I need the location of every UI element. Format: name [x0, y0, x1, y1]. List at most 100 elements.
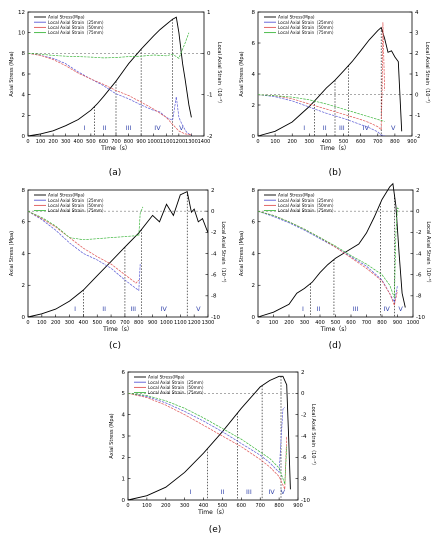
x-tick-label: 600 [346, 320, 356, 326]
y2-tick-label: -10 [301, 498, 310, 504]
y-tick-label: 2 [22, 283, 26, 289]
chart-panel-3: 0 100 200 300 400 500 600 700 800 900 1000 1100 1200… [9, 188, 226, 351]
x-tick-label: 700 [111, 139, 121, 145]
series-line-strain-1 [27, 210, 141, 292]
y2-tick-label: -8 [301, 476, 307, 482]
legend-entry: Local Axial Strain（25mm） [148, 380, 206, 385]
x-tick-label: 300 [305, 139, 315, 145]
series-line-strain-2 [257, 210, 398, 307]
y2-tick-label: 4 [415, 10, 419, 16]
series-line-axial-stress [27, 190, 209, 318]
y-tick-label: 1 [122, 476, 126, 482]
y-tick-label: 0 [22, 134, 26, 140]
chart-panel-1: 0 100 200 300 400 500 600 700 800 900 1000 1100 1200… [9, 10, 222, 178]
y2-tick-label: -1 [207, 92, 212, 98]
legend-entry: Local Axial Strain（50mm） [48, 25, 106, 30]
y2-tick-label: 2 [415, 51, 419, 57]
x-tick-label: 800 [124, 139, 134, 145]
stage-label: III [339, 124, 345, 132]
stage-label: II [323, 124, 327, 132]
stage-label: V [179, 124, 184, 132]
series-line-strain-1 [257, 94, 385, 136]
stage-label: IV [383, 305, 390, 313]
y2-tick-label: -4 [211, 251, 217, 257]
stage-label: III [246, 488, 252, 496]
legend-entry: Local Axial Strain（75mm） [278, 30, 336, 35]
x-tick-label: 600 [356, 139, 366, 145]
legend-entry: Local Axial Strain（75mm） [48, 208, 106, 213]
y-axis-label: Axial Stress (Mpa) [239, 231, 245, 276]
y2-tick-label: -2 [301, 412, 306, 418]
y-tick-label: 8 [22, 51, 26, 57]
panel-caption: (e) [209, 525, 222, 535]
stage-label: I [74, 305, 76, 313]
y-tick-label: 8 [252, 10, 256, 16]
x-tick-label: 900 [407, 139, 417, 145]
x-tick-label: 300 [61, 139, 71, 145]
y2-tick-label: 1 [415, 72, 419, 78]
y2-axis-label: Local Axial Strain（10⁻³） [425, 221, 431, 285]
stage-label: III [126, 124, 132, 132]
x-tick-label: 800 [390, 139, 400, 145]
x-tick-label: 600 [237, 503, 247, 509]
y2-tick-label: -8 [416, 294, 422, 300]
y-tick-label: 2 [122, 455, 126, 461]
x-tick-label: 700 [120, 320, 130, 326]
chart-panel-2: 0 100 200 300 400 500 600 700 800 900 0 2 4 6 8 -2 -1 0 1 2… [239, 10, 430, 178]
legend-entry: Local Axial Strain（25mm） [278, 20, 336, 25]
legend-entry: Local Axial Strain（25mm） [278, 198, 336, 203]
y2-tick-label: -2 [211, 230, 216, 236]
x-tick-label: 900 [293, 503, 303, 509]
stage-label: III [130, 305, 136, 313]
x-axis-label: Time（s） [319, 145, 350, 152]
series-line-strain-1 [127, 392, 286, 474]
series-line-axial-stress [27, 16, 192, 137]
y2-tick-label: -2 [415, 134, 420, 140]
y-tick-label: 4 [22, 251, 26, 257]
panel-caption: (b) [329, 168, 342, 178]
legend-entry: Local Axial Strain（25mm） [48, 198, 106, 203]
x-tick-label: 1100 [174, 320, 187, 326]
x-tick-label: 900 [148, 320, 158, 326]
y2-tick-label: -6 [301, 455, 307, 461]
x-tick-label: 600 [99, 139, 109, 145]
stage-label: II [103, 124, 107, 132]
x-tick-label: 300 [300, 320, 310, 326]
legend-entry: Local Axial Strain（50mm） [278, 25, 336, 30]
series-line-strain-1 [27, 52, 192, 136]
y-tick-label: 2 [22, 113, 26, 119]
stage-label: V [398, 305, 403, 313]
legend-entry: Local Axial Strain（75mm） [148, 390, 206, 395]
stage-label: II [317, 305, 321, 313]
x-tick-label: 200 [48, 139, 58, 145]
x-tick-label: 900 [136, 139, 146, 145]
series-line-strain-1 [257, 210, 398, 304]
y2-tick-label: 3 [415, 30, 419, 36]
x-tick-label: 0 [256, 139, 259, 145]
y-tick-label: 0 [252, 315, 256, 321]
legend-entry: Axial Stress(Mpa) [48, 15, 85, 20]
y2-tick-label: -1 [415, 113, 420, 119]
stage-label: IV [154, 124, 161, 132]
y2-tick-label: 0 [415, 92, 419, 98]
x-tick-label: 100 [270, 139, 280, 145]
y2-tick-label: 1 [207, 10, 211, 16]
x-tick-label: 500 [339, 139, 349, 145]
y2-tick-label: 2 [301, 370, 305, 376]
x-tick-label: 400 [74, 139, 84, 145]
y-axis-label: Axial Stress (Mpa) [9, 231, 15, 276]
x-axis-label: Time（s） [102, 326, 133, 333]
y-tick-label: 4 [122, 412, 126, 418]
x-axis-label: Time（s） [100, 145, 131, 152]
series-line-strain-3 [257, 94, 385, 122]
x-tick-label: 400 [322, 139, 332, 145]
x-tick-label: 1400 [198, 139, 211, 145]
x-tick-label: 1100 [160, 139, 173, 145]
y-tick-label: 4 [252, 251, 256, 257]
y2-axis-label: Local Axial Strain（10⁻³） [220, 221, 226, 285]
legend-entry: Local Axial Strain（50mm） [148, 385, 206, 390]
stage-label: V [281, 488, 286, 496]
y2-tick-label: -4 [416, 251, 422, 257]
x-tick-label: 600 [106, 320, 116, 326]
